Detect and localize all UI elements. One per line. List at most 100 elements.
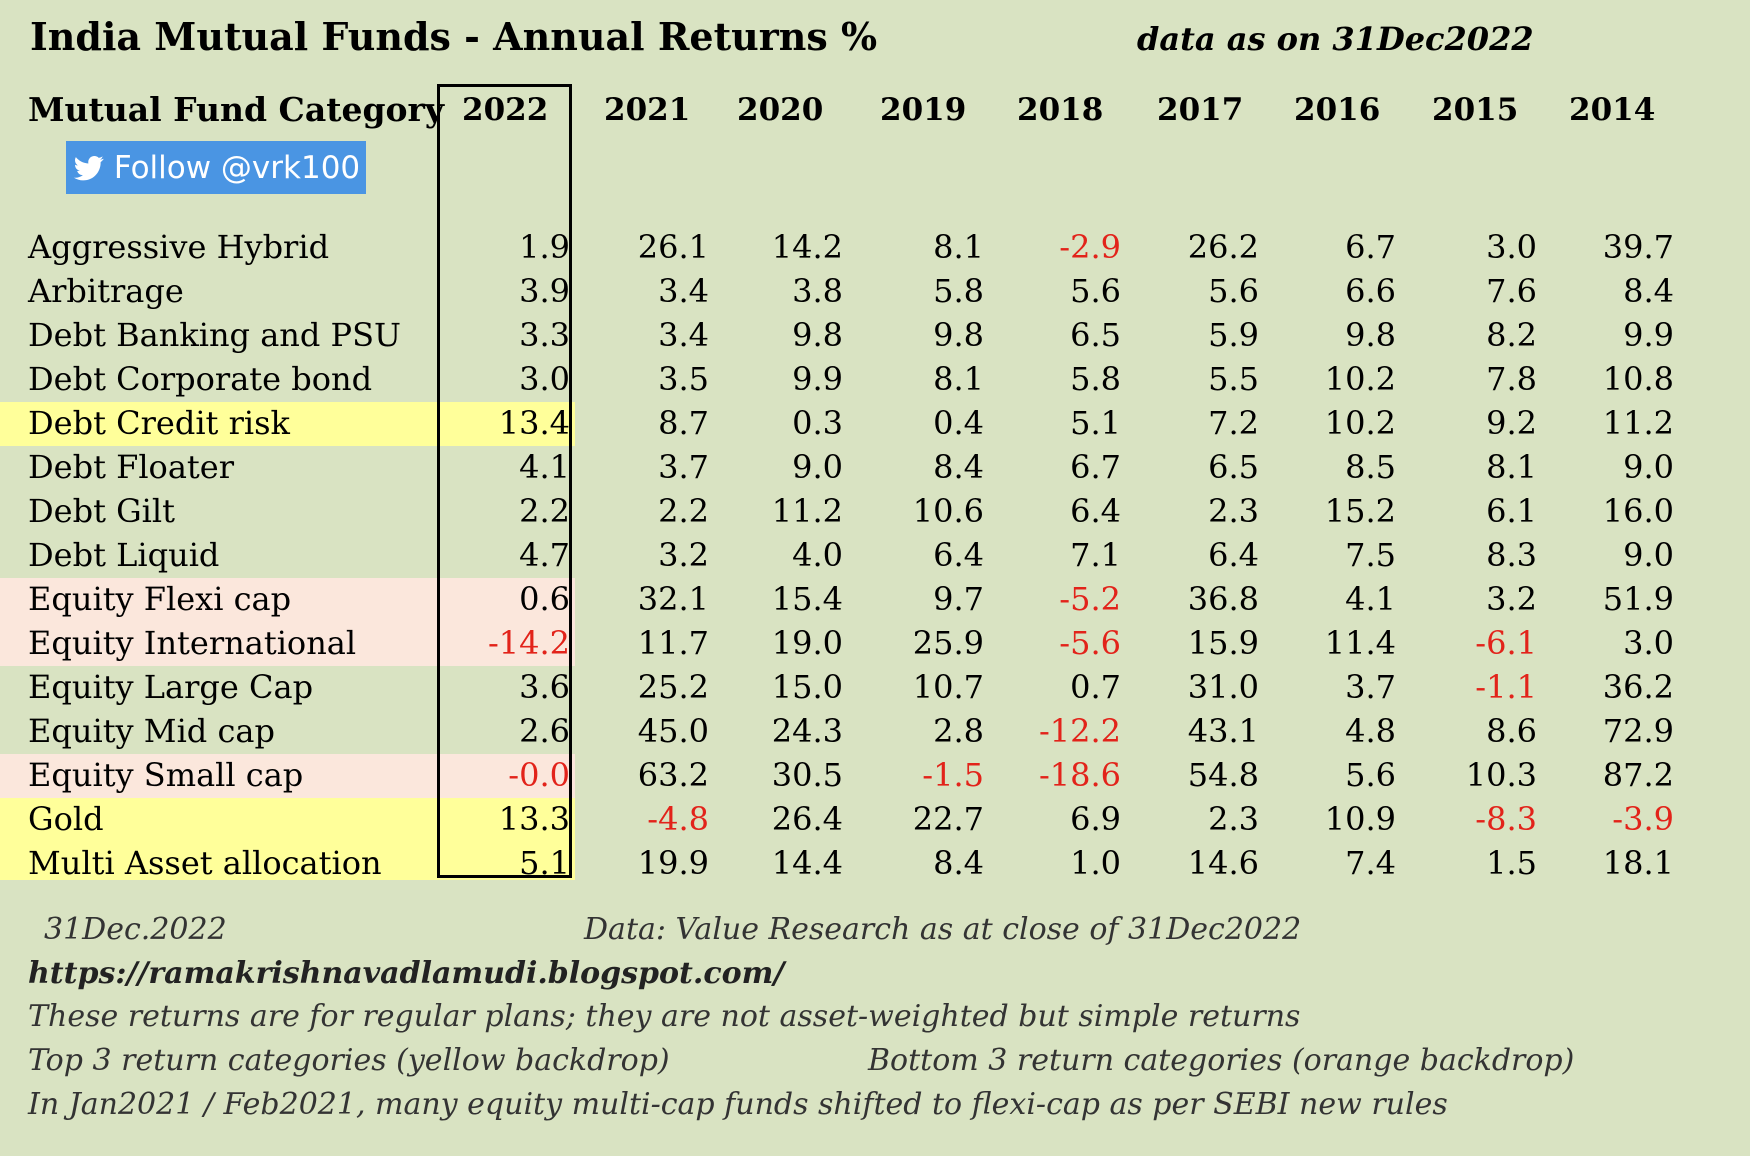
return-value-2019: 8.1: [933, 360, 984, 398]
return-value-2019: 5.8: [933, 272, 984, 310]
return-value-2017: 26.2: [1187, 228, 1259, 266]
return-value-2015: 8.2: [1486, 316, 1537, 354]
return-value-2018: -2.9: [1059, 228, 1121, 266]
return-value-2014: 8.4: [1623, 272, 1674, 310]
data-as-of-label: data as on 31Dec2022: [1137, 20, 1534, 58]
return-value-2022: 2.2: [519, 492, 570, 530]
return-value-2017: 6.5: [1208, 448, 1259, 486]
return-value-2022: 13.3: [498, 800, 570, 838]
table-row: Equity Small cap -0.0 63.2 30.5 -1.5 -18.6 54.…: [0, 754, 1750, 798]
page-title: India Mutual Funds - Annual Returns %: [30, 14, 878, 59]
return-value-2015: 1.5: [1486, 844, 1537, 882]
return-value-2014: 16.0: [1602, 492, 1674, 530]
return-value-2021: 19.9: [637, 844, 709, 882]
returns-table: Aggressive Hybrid 1.9 26.1 14.2 8.1 -2.9 26.2 6…: [0, 226, 1750, 882]
return-value-2015: 8.1: [1486, 448, 1537, 486]
category-label: Equity Small cap: [28, 756, 304, 794]
return-value-2019: 0.4: [933, 404, 984, 442]
return-value-2018: 7.1: [1070, 536, 1121, 574]
return-value-2022: -14.2: [487, 624, 570, 662]
return-value-2022: 4.1: [519, 448, 570, 486]
return-value-2021: 3.5: [658, 360, 709, 398]
return-value-2016: 4.8: [1345, 712, 1396, 750]
table-row: Equity Mid cap 2.6 45.0 24.3 2.8 -12.2 43.1 4.8…: [0, 710, 1750, 754]
category-label: Aggressive Hybrid: [28, 228, 330, 266]
return-value-2014: -3.9: [1612, 800, 1674, 838]
return-value-2020: 4.0: [792, 536, 843, 574]
return-value-2017: 5.9: [1208, 316, 1259, 354]
return-value-2018: 6.9: [1070, 800, 1121, 838]
category-label: Equity Large Cap: [28, 668, 314, 706]
blog-url-link[interactable]: https://ramakrishnavadlamudi.blogspot.co…: [28, 956, 785, 991]
return-value-2019: 6.4: [933, 536, 984, 574]
category-label: Debt Liquid: [28, 536, 220, 574]
return-value-2021: 26.1: [637, 228, 709, 266]
return-value-2019: 10.6: [912, 492, 984, 530]
return-value-2022: -0.0: [508, 756, 570, 794]
return-value-2021: 8.7: [658, 404, 709, 442]
return-value-2015: -8.3: [1475, 800, 1537, 838]
return-value-2014: 72.9: [1602, 712, 1674, 750]
return-value-2017: 6.4: [1208, 536, 1259, 574]
category-label: Debt Banking and PSU: [28, 316, 401, 354]
return-value-2017: 15.9: [1187, 624, 1259, 662]
return-value-2019: -1.5: [922, 756, 984, 794]
return-value-2020: 9.0: [792, 448, 843, 486]
return-value-2016: 9.8: [1345, 316, 1396, 354]
category-label: Equity Mid cap: [28, 712, 275, 750]
row-highlight-backdrop: [0, 842, 575, 880]
row-highlight-backdrop: [0, 402, 575, 446]
return-value-2018: 5.8: [1070, 360, 1121, 398]
return-value-2014: 9.0: [1623, 448, 1674, 486]
return-value-2014: 51.9: [1602, 580, 1674, 618]
return-value-2016: 10.2: [1324, 404, 1396, 442]
return-value-2019: 10.7: [912, 668, 984, 706]
return-value-2020: 30.5: [771, 756, 843, 794]
table-row: Debt Corporate bond 3.0 3.5 9.9 8.1 5.8 5.5 10.…: [0, 358, 1750, 402]
return-value-2019: 9.8: [933, 316, 984, 354]
return-value-2014: 11.2: [1602, 404, 1674, 442]
category-label: Debt Credit risk: [28, 404, 290, 442]
return-value-2021: 3.4: [658, 316, 709, 354]
return-value-2017: 2.3: [1208, 800, 1259, 838]
return-value-2020: 14.2: [771, 228, 843, 266]
return-value-2020: 15.0: [771, 668, 843, 706]
table-row: Debt Gilt 2.2 2.2 11.2 10.6 6.4 2.3 15.2 6.1 16.0: [0, 490, 1750, 534]
return-value-2019: 9.7: [933, 580, 984, 618]
return-value-2015: -1.1: [1475, 668, 1537, 706]
table-row: Multi Asset allocation 5.1 19.9 14.4 8.4 1.0 1…: [0, 842, 1750, 882]
category-label: Gold: [28, 800, 104, 838]
year-header-2020: 2020: [737, 92, 824, 128]
return-value-2017: 14.6: [1187, 844, 1259, 882]
twitter-follow-button[interactable]: Follow @vrk100: [66, 141, 366, 194]
return-value-2022: 3.9: [519, 272, 570, 310]
table-row: Equity International -14.2 11.7 19.0 25.9 -5.…: [0, 622, 1750, 666]
return-value-2014: 3.0: [1623, 624, 1674, 662]
return-value-2016: 7.5: [1345, 536, 1396, 574]
return-value-2016: 15.2: [1324, 492, 1396, 530]
return-value-2017: 2.3: [1208, 492, 1259, 530]
footer-note-regular-plans: These returns are for regular plans; the…: [28, 999, 1301, 1034]
return-value-2016: 6.6: [1345, 272, 1396, 310]
return-value-2018: 5.1: [1070, 404, 1121, 442]
return-value-2015: 8.6: [1486, 712, 1537, 750]
table-row: Equity Flexi cap 0.6 32.1 15.4 9.7 -5.2 36.8 4.…: [0, 578, 1750, 622]
year-header-2015: 2015: [1432, 92, 1519, 128]
return-value-2022: 3.3: [519, 316, 570, 354]
return-value-2021: 3.2: [658, 536, 709, 574]
return-value-2015: 3.2: [1486, 580, 1537, 618]
return-value-2015: 10.3: [1465, 756, 1537, 794]
return-value-2014: 9.0: [1623, 536, 1674, 574]
category-label: Arbitrage: [28, 272, 184, 310]
category-label: Equity International: [28, 624, 357, 662]
return-value-2019: 22.7: [912, 800, 984, 838]
year-header-2022: 2022: [462, 92, 549, 128]
return-value-2016: 7.4: [1345, 844, 1396, 882]
year-header-2014: 2014: [1569, 92, 1656, 128]
return-value-2021: 11.7: [637, 624, 709, 662]
return-value-2018: 1.0: [1070, 844, 1121, 882]
return-value-2020: 19.0: [771, 624, 843, 662]
return-value-2021: 2.2: [658, 492, 709, 530]
return-value-2022: 3.6: [519, 668, 570, 706]
return-value-2019: 2.8: [933, 712, 984, 750]
